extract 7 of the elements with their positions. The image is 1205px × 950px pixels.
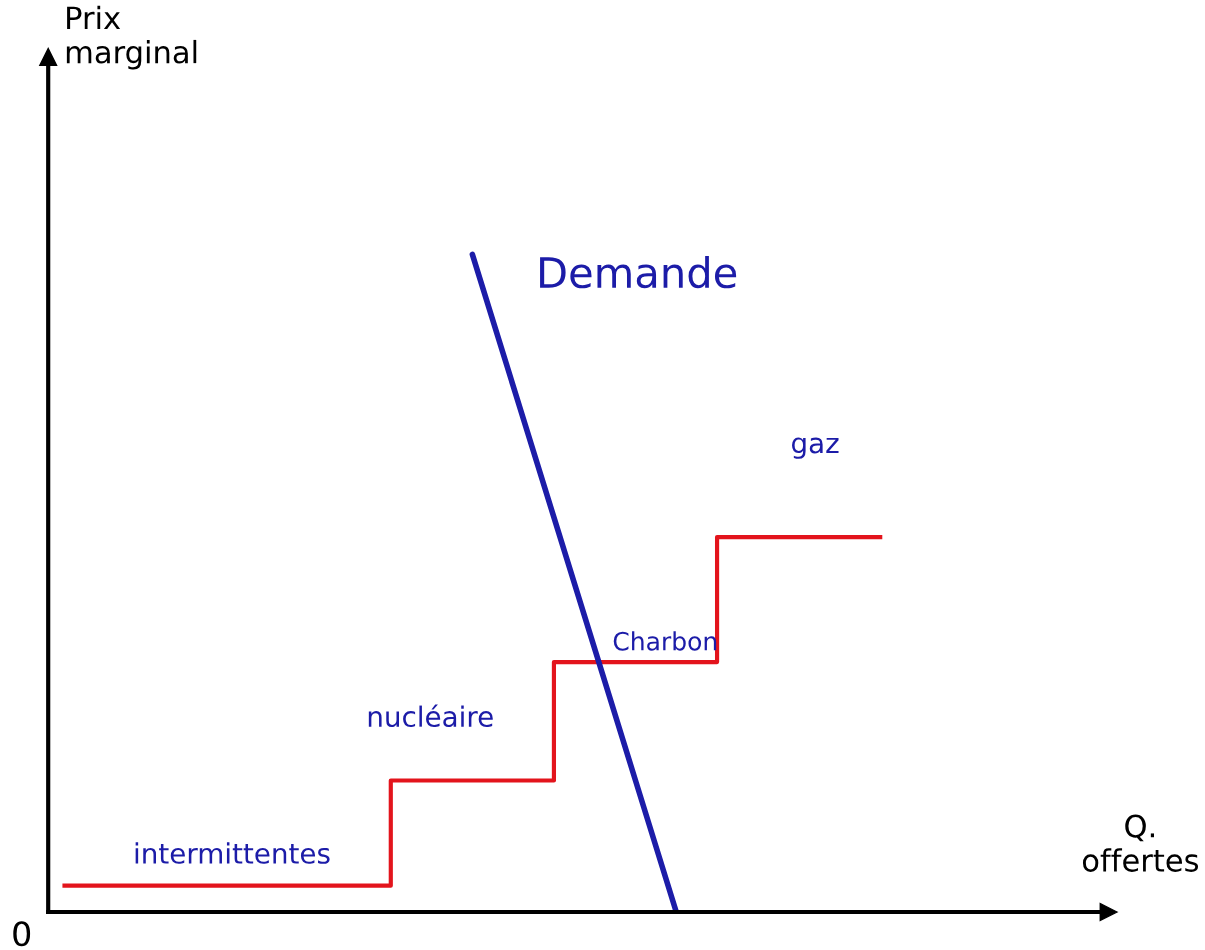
text: Prix marginal (66, 5, 197, 70)
text: 0 (13, 921, 31, 947)
text: Q. offertes (1082, 814, 1199, 872)
annotation: intermittentes (135, 842, 330, 864)
annotation: nucléaire (368, 704, 493, 728)
annotation: gaz (792, 437, 839, 459)
annotation: Demande (540, 256, 737, 289)
